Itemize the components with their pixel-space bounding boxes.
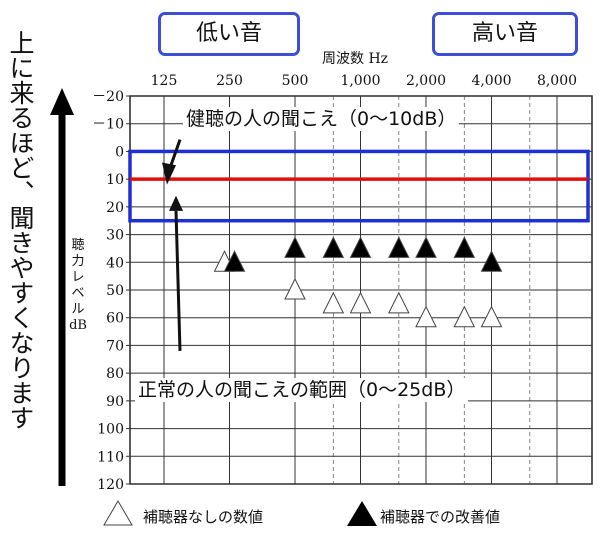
- normal-hearing-annotation: 健聴の人の聞こえ（0〜10dB）: [183, 107, 460, 131]
- legend-open-triangle: [103, 500, 133, 526]
- point-filled-triangle: [480, 250, 503, 272]
- arrow-head-2: [169, 195, 183, 211]
- x-tick-label: 125: [151, 73, 178, 89]
- legend-filled-triangle: [347, 501, 377, 526]
- y-tick-label: 10: [106, 172, 124, 188]
- high-sound-badge: 高い音: [432, 12, 578, 56]
- side-label: 上に来るほど、聞きやすくなります: [6, 30, 35, 430]
- y-axis-title: 聴力レベルdB: [69, 238, 87, 333]
- x-tick-label: 250: [216, 73, 243, 89]
- y-tick-label: －20: [92, 89, 124, 105]
- low-sound-badge: 低い音: [158, 12, 300, 56]
- y-tick-label: 0: [115, 144, 124, 160]
- point-open-triangle: [322, 291, 345, 314]
- y-tick-label: 80: [106, 366, 124, 382]
- y-tick-label: 40: [106, 255, 124, 271]
- y-tick-label: 120: [97, 477, 124, 493]
- x-axis-title: 周波数 Hz: [322, 51, 389, 67]
- y-tick-label: －10: [92, 117, 124, 133]
- x-tick-label: 8,000: [537, 73, 577, 89]
- y-tick-label: 90: [106, 394, 124, 410]
- y-tick-label: 100: [97, 422, 124, 438]
- y-tick-label: 70: [106, 338, 124, 354]
- point-open-triangle: [349, 291, 372, 314]
- point-filled-triangle: [322, 236, 345, 258]
- x-tick-label: 1,000: [340, 73, 380, 89]
- arrow-head-1: [162, 162, 176, 185]
- point-open-triangle: [388, 291, 410, 314]
- normal-range-band: [128, 149, 590, 223]
- x-tick-label: 500: [282, 73, 309, 89]
- point-filled-triangle: [415, 236, 437, 258]
- legend-open-label: 補聴器なしの数値: [143, 508, 264, 526]
- point-open-triangle: [284, 277, 306, 300]
- point-open-triangle: [480, 305, 503, 328]
- point-filled-triangle: [349, 236, 372, 258]
- x-tick-label: 2,000: [406, 73, 446, 89]
- point-filled-triangle: [453, 236, 476, 258]
- point-filled-triangle: [223, 250, 246, 272]
- x-tick-label: 4,000: [471, 73, 511, 89]
- y-tick-label: 50: [106, 283, 124, 299]
- point-open-triangle: [415, 305, 437, 328]
- legend-filled-label: 補聴器での改善値: [380, 508, 501, 526]
- y-tick-label: 110: [97, 449, 124, 465]
- up-arrow-head: [50, 88, 74, 115]
- point-filled-triangle: [284, 236, 306, 258]
- point-open-triangle: [453, 305, 476, 328]
- point-filled-triangle: [388, 236, 410, 258]
- y-tick-label: 60: [106, 311, 124, 327]
- arrow-shaft-2: [174, 210, 182, 352]
- normal-range-annotation: 正常の人の聞こえの範囲（0〜25dB）: [135, 378, 469, 402]
- y-tick-label: 30: [106, 228, 124, 244]
- y-tick-label: 20: [106, 200, 124, 216]
